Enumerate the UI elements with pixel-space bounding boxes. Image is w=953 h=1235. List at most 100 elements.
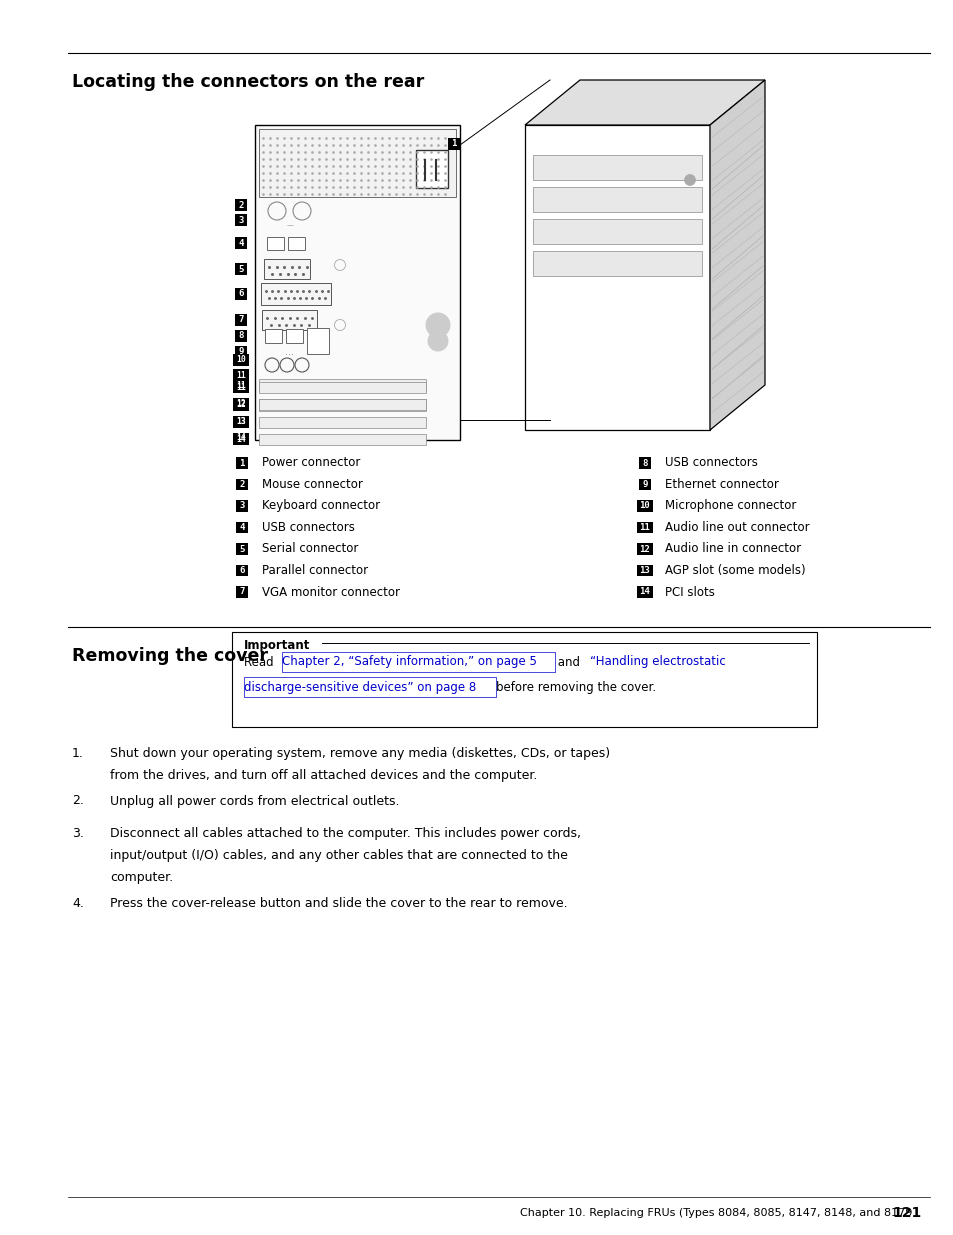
Text: 4: 4 xyxy=(238,238,243,247)
Bar xyxy=(233,398,249,410)
Text: Important: Important xyxy=(244,638,310,652)
Text: 3.: 3. xyxy=(71,826,84,840)
Bar xyxy=(533,186,701,212)
Text: 1.: 1. xyxy=(71,747,84,760)
Bar xyxy=(235,214,247,226)
Text: Read: Read xyxy=(244,656,277,668)
Text: 14: 14 xyxy=(639,588,650,597)
Bar xyxy=(636,543,653,555)
Text: 2: 2 xyxy=(239,480,244,489)
Bar xyxy=(258,382,426,393)
Bar xyxy=(281,652,554,672)
Text: from the drives, and turn off all attached devices and the computer.: from the drives, and turn off all attach… xyxy=(110,769,537,782)
Text: 11: 11 xyxy=(236,383,246,391)
Bar xyxy=(235,330,247,342)
Bar xyxy=(258,416,426,429)
Text: 4.: 4. xyxy=(71,897,84,910)
Bar xyxy=(235,199,247,211)
Bar xyxy=(262,310,316,330)
Bar xyxy=(258,433,426,445)
Text: 5: 5 xyxy=(238,264,243,273)
Text: 6: 6 xyxy=(238,289,243,299)
Text: Audio line out connector: Audio line out connector xyxy=(664,521,809,534)
Text: 1: 1 xyxy=(239,458,244,468)
Text: 1: 1 xyxy=(451,140,456,148)
Text: 5: 5 xyxy=(239,545,244,553)
Text: 11: 11 xyxy=(236,370,246,379)
Text: 10: 10 xyxy=(236,356,246,364)
Text: Press the cover-release button and slide the cover to the rear to remove.: Press the cover-release button and slide… xyxy=(110,897,567,910)
Text: input/output (I/O) cables, and any other cables that are connected to the: input/output (I/O) cables, and any other… xyxy=(110,848,567,862)
Bar xyxy=(233,379,249,390)
Text: 12: 12 xyxy=(236,400,246,410)
Text: Disconnect all cables attached to the computer. This includes power cords,: Disconnect all cables attached to the co… xyxy=(110,826,580,840)
Text: and: and xyxy=(554,656,583,668)
Text: 2: 2 xyxy=(238,200,243,210)
Text: before removing the cover.: before removing the cover. xyxy=(496,680,656,694)
Text: 14: 14 xyxy=(236,433,246,442)
Bar xyxy=(254,125,459,440)
Text: computer.: computer. xyxy=(110,871,172,883)
Bar xyxy=(233,399,249,411)
Circle shape xyxy=(426,312,450,337)
Bar xyxy=(265,329,282,343)
Bar xyxy=(639,479,650,490)
Bar xyxy=(232,632,816,727)
Bar xyxy=(264,259,310,279)
Bar xyxy=(533,251,701,275)
Text: Chapter 2, “Safety information,” on page 5: Chapter 2, “Safety information,” on page… xyxy=(282,656,537,668)
Text: Microphone connector: Microphone connector xyxy=(664,499,796,513)
Bar xyxy=(261,283,331,305)
Text: 9: 9 xyxy=(641,480,647,489)
Text: 6: 6 xyxy=(239,566,244,576)
Bar xyxy=(233,416,249,427)
Bar xyxy=(236,587,248,598)
Bar xyxy=(236,500,248,511)
Text: 12: 12 xyxy=(236,399,246,409)
Text: Serial connector: Serial connector xyxy=(262,542,358,556)
Bar xyxy=(236,564,248,577)
Text: Ethernet connector: Ethernet connector xyxy=(664,478,778,492)
Bar xyxy=(236,457,248,469)
Text: 12: 12 xyxy=(639,545,650,553)
Text: USB connectors: USB connectors xyxy=(262,521,355,534)
Bar xyxy=(286,329,303,343)
Text: 2.: 2. xyxy=(71,794,84,808)
Bar xyxy=(636,564,653,577)
Text: Parallel connector: Parallel connector xyxy=(262,564,368,577)
Text: 4: 4 xyxy=(239,522,244,532)
Bar xyxy=(258,399,426,410)
Text: —: — xyxy=(286,222,294,228)
Bar xyxy=(233,433,249,445)
Text: 13: 13 xyxy=(639,566,650,576)
Text: 13: 13 xyxy=(236,417,246,426)
Bar xyxy=(288,237,305,249)
Bar xyxy=(236,543,248,555)
Bar xyxy=(233,369,249,380)
Bar xyxy=(258,379,426,391)
Text: VGA monitor connector: VGA monitor connector xyxy=(262,585,399,599)
Bar xyxy=(636,521,653,534)
Text: 3: 3 xyxy=(239,501,244,510)
Text: Unplug all power cords from electrical outlets.: Unplug all power cords from electrical o… xyxy=(110,794,399,808)
Polygon shape xyxy=(709,80,764,430)
Bar xyxy=(235,346,247,358)
Bar xyxy=(236,479,248,490)
Text: 11: 11 xyxy=(639,522,650,532)
Text: 8: 8 xyxy=(641,458,647,468)
Bar xyxy=(235,237,247,248)
Text: 11: 11 xyxy=(236,380,246,389)
Text: Locating the connectors on the rear: Locating the connectors on the rear xyxy=(71,73,424,91)
Bar xyxy=(235,314,247,326)
Bar xyxy=(233,354,249,366)
Text: Audio line in connector: Audio line in connector xyxy=(664,542,801,556)
Text: Shut down your operating system, remove any media (diskettes, CDs, or tapes): Shut down your operating system, remove … xyxy=(110,747,610,760)
Bar xyxy=(636,587,653,598)
Bar xyxy=(636,500,653,511)
Text: “Handling electrostatic: “Handling electrostatic xyxy=(589,656,724,668)
Text: discharge-sensitive devices” on page 8: discharge-sensitive devices” on page 8 xyxy=(244,680,476,694)
Text: 14: 14 xyxy=(236,435,246,443)
Text: 7: 7 xyxy=(239,588,244,597)
Bar xyxy=(243,677,495,697)
Bar xyxy=(307,329,329,354)
